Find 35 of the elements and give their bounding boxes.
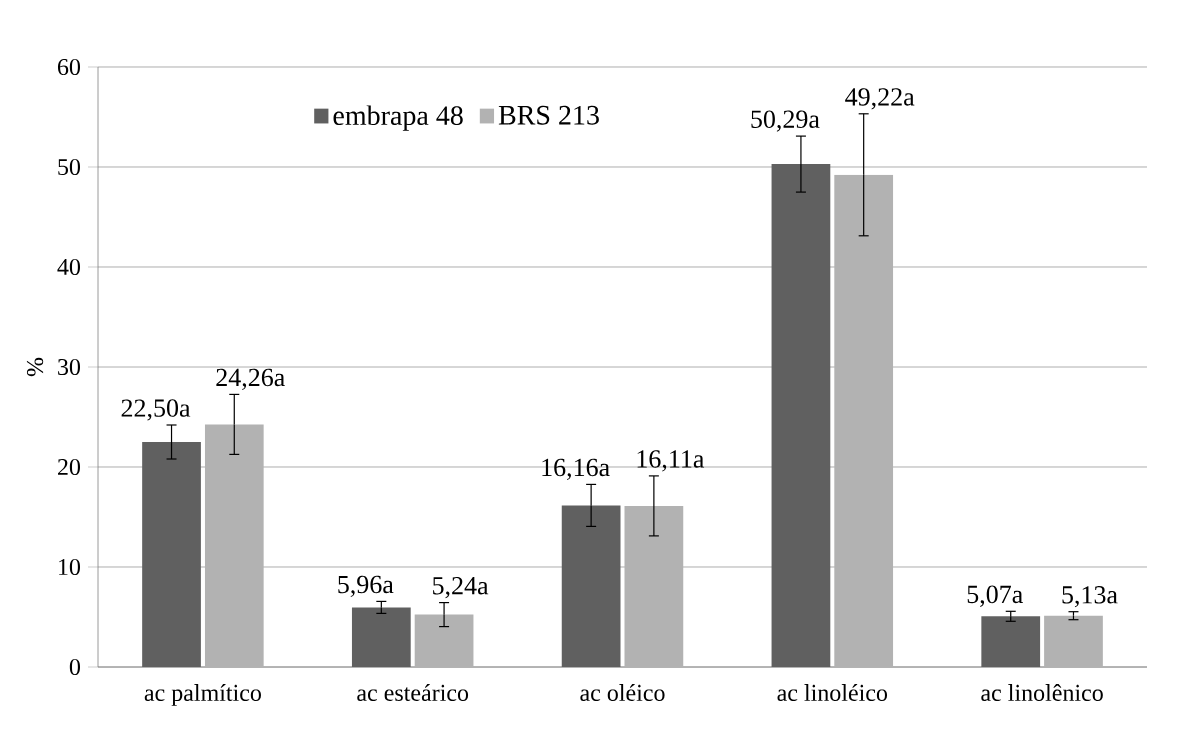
y-tick-label: 0 [69, 658, 81, 676]
y-tick-label: 50 [58, 158, 81, 176]
bar [351, 607, 411, 667]
bar [204, 424, 264, 667]
bar [981, 616, 1041, 667]
bar [142, 442, 201, 667]
y-tick-label: 10 [59, 558, 81, 576]
x-tick-label: ac linolênico [981, 684, 1103, 701]
legend-label: BRS 213 [498, 105, 599, 125]
bar [771, 164, 831, 667]
data-label: 5,13a [1062, 586, 1118, 608]
data-label: 49,22a [845, 88, 915, 110]
bar [624, 505, 684, 667]
data-label: 5,24a [433, 576, 489, 599]
data-label: 50,29a [751, 110, 820, 132]
data-label: 5,07a [967, 585, 1023, 607]
bar [834, 174, 894, 667]
data-label: 16,11a [637, 450, 705, 472]
y-tick-label: 40 [57, 258, 81, 276]
x-tick-label: ac esteárico [357, 684, 469, 701]
data-label: 24,26a [216, 368, 285, 391]
y-tick-label: 60 [57, 58, 81, 76]
data-label: 5,96a [338, 575, 394, 598]
y-axis-title: % [26, 357, 44, 377]
legend-label: embrapa 48 [333, 105, 463, 131]
data-label: 22,50a [121, 399, 191, 421]
y-tick-label: 30 [58, 358, 81, 376]
bar [561, 505, 621, 667]
data-label: 16,16a [542, 458, 610, 481]
x-tick-label: ac oléico [580, 684, 665, 701]
x-tick-label: ac palmítico [144, 684, 261, 706]
y-tick-label: 20 [58, 458, 81, 476]
x-tick-label: ac linoléico [777, 684, 888, 701]
bar [1044, 615, 1103, 667]
bar [414, 614, 474, 667]
